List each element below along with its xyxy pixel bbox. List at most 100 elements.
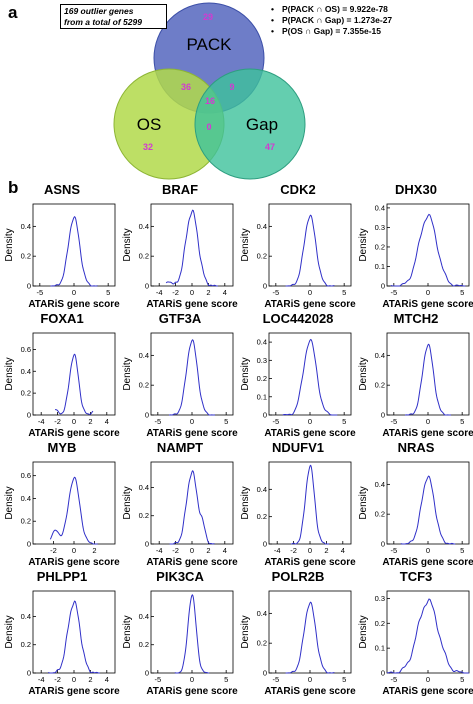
x-tick-label: 0 bbox=[72, 546, 76, 555]
y-tick-label: 0.6 bbox=[21, 471, 31, 480]
x-tick-label: 5 bbox=[460, 417, 464, 426]
y-tick-label: 0.4 bbox=[375, 351, 385, 360]
y-tick-label: 0 bbox=[381, 669, 385, 678]
density-plot-area: -4 -2 0 2 4 0 0.2 0.4 Density ATARiS gene score bbox=[122, 461, 238, 568]
density-subplot-foxa1: FOXA1 -4 -2 0 2 4 0 0.2 0.4 0.6 Density ATARiS gene… bbox=[3, 311, 121, 446]
density-plot-area: -5 0 5 0 0.2 0.4 Density ATARiS gene score bbox=[358, 461, 473, 568]
y-axis-label: Density bbox=[4, 228, 15, 261]
y-tick-label: 0.4 bbox=[139, 483, 149, 492]
y-tick-label: 0.4 bbox=[257, 609, 267, 618]
y-axis-label: Density bbox=[4, 486, 15, 519]
x-axis-label: ATARiS gene score bbox=[264, 299, 356, 310]
panel-b-label: b bbox=[8, 178, 19, 197]
density-plot-area: -5 0 5 0 0.2 0.4 Density ATARiS gene score bbox=[240, 590, 356, 697]
x-tick-label: 5 bbox=[342, 288, 346, 297]
x-tick-label: 0 bbox=[308, 675, 312, 684]
axes-box bbox=[32, 203, 116, 287]
y-tick-label: 0 bbox=[27, 411, 31, 420]
axes-box bbox=[268, 461, 352, 545]
x-tick-label: 4 bbox=[105, 417, 109, 426]
y-axis-label: Density bbox=[240, 357, 251, 390]
axes-box bbox=[150, 203, 234, 287]
density-subplot-cdk2: CDK2 -5 0 5 0 0.2 0.4 Density ATARiS gene score bbox=[239, 182, 357, 317]
density-plot-area: -5 0 5 0 0.1 0.2 0.3 0.4 Density ATARiS gene scor… bbox=[240, 332, 356, 439]
x-tick-label: -5 bbox=[154, 417, 161, 426]
y-axis-label: Density bbox=[358, 615, 369, 648]
y-axis-label: Density bbox=[122, 357, 133, 390]
venn-label-pack: PACK bbox=[186, 35, 232, 54]
density-plot-area: -5 0 5 0 0.2 0.4 Density ATARiS gene score bbox=[122, 590, 238, 697]
x-axis-label: ATARiS gene score bbox=[146, 557, 238, 568]
y-axis-label: Density bbox=[122, 615, 133, 648]
y-axis-label: Density bbox=[240, 228, 251, 261]
density-subplot-tcf3: TCF3 -5 0 5 0 0.1 0.2 0.3 Density ATARiS gene sco… bbox=[357, 569, 473, 704]
gene-title: NRAS bbox=[397, 440, 435, 455]
venn-count-all-three: 16 bbox=[205, 96, 215, 106]
density-curve bbox=[282, 338, 338, 416]
x-tick-label: 2 bbox=[92, 546, 96, 555]
outlier-note: 169 outlier genes from a total of 5299 bbox=[60, 4, 167, 29]
x-tick-label: 5 bbox=[224, 675, 228, 684]
x-tick-label: -2 bbox=[50, 546, 57, 555]
gene-title: MYB bbox=[47, 440, 77, 455]
x-tick-label: -5 bbox=[390, 675, 397, 684]
x-tick-label: 4 bbox=[105, 675, 109, 684]
y-axis-label: Density bbox=[358, 228, 369, 261]
venn-diagram: PACK OS Gap 29 36 9 16 0 32 47 bbox=[113, 2, 306, 180]
overlap-pvalues: P(PACK ∩ OS) = 9.922e-78 P(PACK ∩ Gap) =… bbox=[271, 4, 392, 37]
pvalue-pack-gap: P(PACK ∩ Gap) = 1.273e-27 bbox=[271, 15, 392, 26]
x-tick-label: -2 bbox=[172, 288, 179, 297]
y-tick-label: 0 bbox=[381, 540, 385, 549]
x-tick-label: -2 bbox=[290, 546, 297, 555]
venn-count-os-only: 32 bbox=[143, 142, 153, 152]
axes-box bbox=[150, 461, 234, 545]
y-tick-label: 0.2 bbox=[257, 252, 267, 261]
y-tick-label: 0.4 bbox=[21, 494, 31, 503]
x-axis-label: ATARiS gene score bbox=[146, 299, 238, 310]
axes-box bbox=[268, 332, 352, 416]
y-axis-label: Density bbox=[122, 486, 133, 519]
y-tick-label: 0.2 bbox=[21, 252, 31, 261]
gene-title: BRAF bbox=[161, 182, 199, 197]
x-tick-label: -4 bbox=[156, 288, 163, 297]
density-subplot-mtch2: MTCH2 -5 0 5 0 0.2 0.4 Density ATARiS gene score bbox=[357, 311, 473, 446]
x-tick-label: 5 bbox=[342, 417, 346, 426]
x-tick-label: 0 bbox=[72, 417, 76, 426]
y-tick-label: 0 bbox=[145, 411, 149, 420]
x-tick-label: 0 bbox=[426, 675, 430, 684]
density-subplot-pik3ca: PIK3CA -5 0 5 0 0.2 0.4 Density ATARiS gene scor… bbox=[121, 569, 239, 704]
x-tick-label: -5 bbox=[272, 675, 279, 684]
y-tick-label: 0.6 bbox=[21, 345, 31, 354]
x-tick-label: 0 bbox=[308, 417, 312, 426]
density-subplot-asns: ASNS -5 0 5 0 0.2 0.4 Density ATARiS gene score bbox=[3, 182, 121, 317]
y-tick-label: 0.2 bbox=[257, 512, 267, 521]
x-axis-label: ATARiS gene score bbox=[146, 686, 238, 697]
y-tick-label: 0 bbox=[263, 669, 267, 678]
y-tick-label: 0.4 bbox=[139, 222, 149, 231]
y-tick-label: 0.2 bbox=[139, 511, 149, 520]
density-plot-area: -5 0 5 0 0.2 0.4 Density ATARiS gene score bbox=[4, 203, 120, 310]
density-subplot-phlpp1: PHLPP1 -4 -2 0 2 4 0 0.2 0.4 Density ATARiS gene s… bbox=[3, 569, 121, 704]
x-tick-label: -5 bbox=[272, 288, 279, 297]
gene-title: ASNS bbox=[43, 182, 81, 197]
density-curve bbox=[291, 464, 330, 545]
y-tick-label: 0.4 bbox=[21, 367, 31, 376]
venn-count-pack-only: 29 bbox=[203, 12, 213, 22]
density-curve bbox=[55, 353, 94, 415]
x-tick-label: 0 bbox=[426, 546, 430, 555]
density-curve bbox=[386, 598, 469, 674]
x-axis-label: ATARiS gene score bbox=[28, 686, 120, 697]
density-curve bbox=[285, 214, 335, 287]
density-curve bbox=[50, 216, 98, 287]
x-axis-label: ATARiS gene score bbox=[146, 428, 238, 439]
y-tick-label: 0.2 bbox=[21, 389, 31, 398]
gene-title: PIK3CA bbox=[156, 569, 204, 584]
x-tick-label: -2 bbox=[172, 546, 179, 555]
y-tick-label: 0.2 bbox=[21, 640, 31, 649]
density-plot-area: -5 0 5 0 0.2 0.4 Density ATARiS gene score bbox=[358, 332, 473, 439]
axes-box bbox=[386, 590, 470, 674]
y-axis-label: Density bbox=[240, 615, 251, 648]
x-tick-label: -4 bbox=[156, 546, 163, 555]
y-tick-label: 0.2 bbox=[139, 381, 149, 390]
density-subplot-loc442028: LOC442028 -5 0 5 0 0.1 0.2 0.3 0.4 Density ATARiS … bbox=[239, 311, 357, 446]
